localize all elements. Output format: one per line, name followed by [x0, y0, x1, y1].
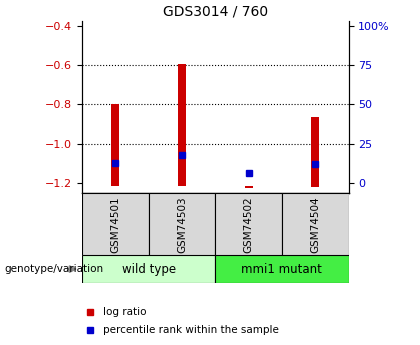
Text: genotype/variation: genotype/variation [4, 264, 103, 274]
Title: GDS3014 / 760: GDS3014 / 760 [163, 4, 268, 18]
Bar [178, 64, 186, 186]
Text: wild type: wild type [121, 263, 176, 276]
Text: log ratio: log ratio [103, 307, 147, 317]
Bar [82, 255, 215, 283]
Text: mmi1 mutant: mmi1 mutant [241, 263, 323, 276]
Bar [111, 105, 119, 186]
Text: GSM74504: GSM74504 [310, 196, 320, 253]
Bar [82, 193, 149, 255]
Bar [215, 193, 282, 255]
Bar [215, 255, 349, 283]
Text: GSM74503: GSM74503 [177, 196, 187, 253]
Text: percentile rank within the sample: percentile rank within the sample [103, 325, 279, 335]
Bar [149, 193, 215, 255]
Bar [282, 193, 349, 255]
Bar [311, 117, 319, 187]
Bar [244, 186, 252, 188]
Text: GSM74501: GSM74501 [110, 196, 120, 253]
Text: GSM74502: GSM74502 [244, 196, 254, 253]
